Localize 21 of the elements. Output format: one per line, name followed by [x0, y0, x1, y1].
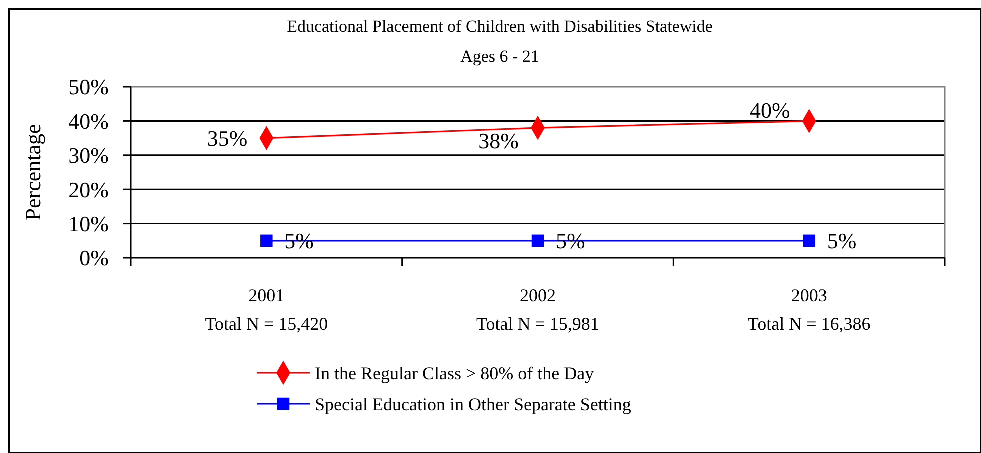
legend-label: Special Education in Other Separate Setting [315, 394, 632, 414]
x-tick-label: 2002 Total N = 15,981 [476, 285, 600, 334]
data-label: 38% [478, 128, 519, 154]
point [532, 234, 544, 248]
y-tick-label: 50% [68, 74, 109, 100]
x-tick-label: 2001 Total N = 15,420 [205, 285, 328, 334]
chart-subtitle: Ages 6 - 21 [460, 46, 540, 66]
y-axis-title: Percentage [20, 124, 46, 221]
x-tick-label: 2003 Total N = 16,386 [748, 285, 871, 334]
legend-label: In the Regular Class > 80% of the Day [315, 363, 594, 384]
data-label: 40% [750, 98, 790, 123]
y-tick-label: 20% [68, 177, 109, 202]
data-label: 35% [207, 126, 248, 151]
data-label: 5% [827, 228, 857, 254]
point [260, 234, 273, 248]
y-tick-label: 40% [68, 108, 109, 134]
point [803, 234, 816, 248]
y-tick-label: 0% [80, 246, 109, 271]
y-tick-label: 10% [68, 212, 109, 236]
chart-title: Educational Placement of Children with Disabilities Statewide [287, 16, 713, 36]
y-tick-label: 30% [68, 143, 109, 168]
